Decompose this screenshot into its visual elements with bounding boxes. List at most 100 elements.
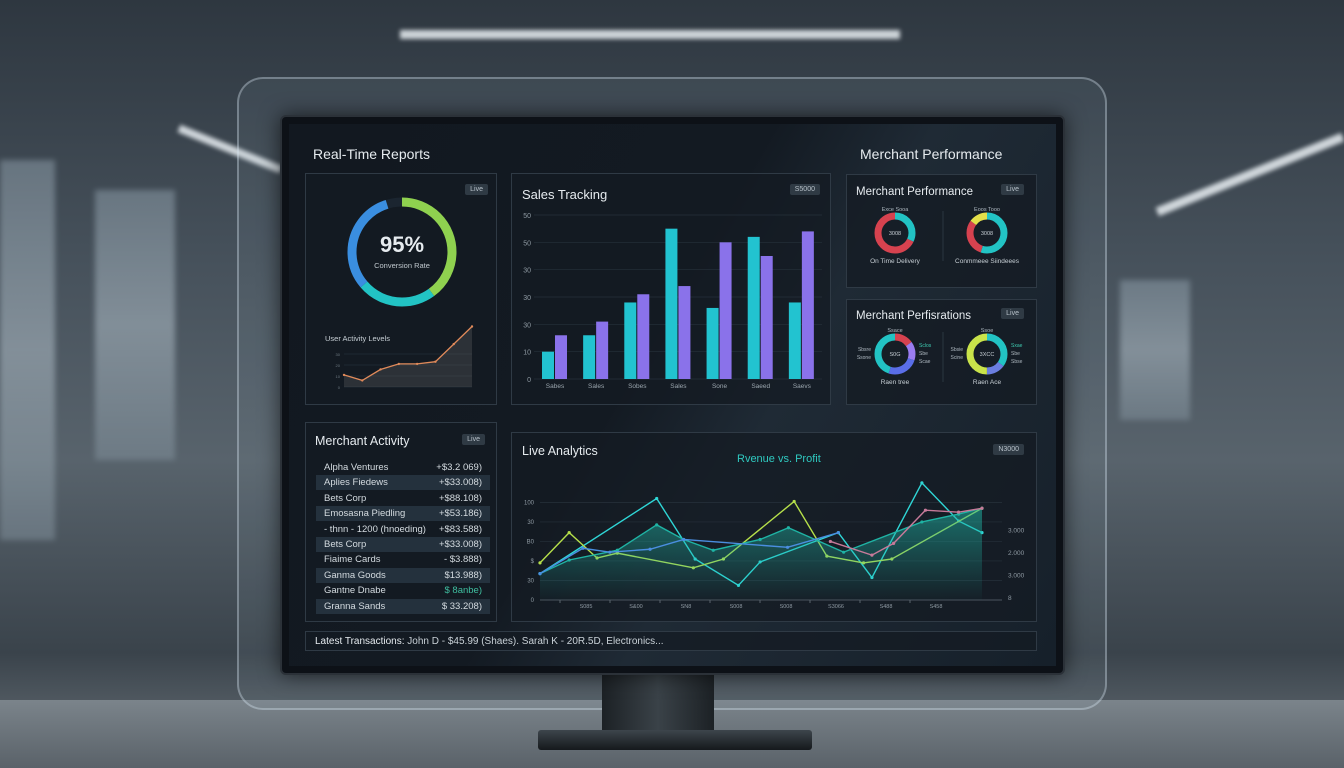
series-point xyxy=(892,541,896,545)
donut-segment xyxy=(966,212,1008,254)
merchant-name: Bets Corp xyxy=(324,539,367,550)
merchant-name: Gantne Dnabe xyxy=(324,585,386,597)
donut-segment xyxy=(874,333,916,375)
transactions-ticker[interactable]: Latest Transactions: John D - $45.99 (Sh… xyxy=(305,631,1037,651)
activity-point xyxy=(342,373,346,377)
merchant-performance-card: Merchant Performance Live Exce Sooa 3008 O… xyxy=(846,174,1037,288)
series-point xyxy=(870,553,874,557)
merchant-amount: +$83.588) xyxy=(438,523,482,535)
divider xyxy=(942,211,943,261)
merchant-name: Ganma Goods xyxy=(324,569,386,581)
live-badge[interactable]: Live xyxy=(462,434,485,445)
card-title: Merchant Activity xyxy=(315,434,410,448)
activity-chart: 30 20 10 0 xyxy=(336,325,474,390)
merchant-row[interactable]: Fiaime Cards - $3.888) xyxy=(316,552,490,567)
donut-caption: Raen tree xyxy=(881,379,910,386)
merchant-row[interactable]: Bets Corp +$88.108) xyxy=(316,491,490,506)
x-tick-label: S488 xyxy=(880,604,893,610)
monitor-base xyxy=(538,730,812,750)
bar xyxy=(555,335,567,379)
y-tick-label: 20 xyxy=(336,363,341,368)
donut-top-label: Ssoe xyxy=(981,328,994,334)
office-window xyxy=(1120,280,1190,420)
merchant-row[interactable]: Granna Sands $ 33.208) xyxy=(316,598,490,614)
donut-chart: Ssace S0G Raen tree Sbsre Ssone Sclos Sbe Scae xyxy=(857,328,932,386)
conversion-card: Live 95% Conversion Rate User Activity L… xyxy=(305,173,497,405)
period-badge[interactable]: N3000 xyxy=(993,444,1024,455)
donut-segment xyxy=(966,333,1008,375)
sales-chart: 0 10 30 30 30 50 50 Sabes Sales Sobes Sales Sone Sae… xyxy=(523,213,822,390)
activity-point xyxy=(415,362,419,366)
bar xyxy=(706,307,719,379)
section-heading: Merchant Performance xyxy=(860,146,1003,162)
bar xyxy=(801,231,814,379)
donut-center-label: S0G xyxy=(889,352,900,358)
activity-point xyxy=(397,362,401,366)
activity-point xyxy=(379,368,382,371)
merchant-amount: +$33.008) xyxy=(438,539,482,550)
donut-chart: Exce Sooa 3008 On Time Delivery xyxy=(870,207,921,265)
series-point xyxy=(842,550,846,554)
merchant-row[interactable]: Bets Corp +$33.008) xyxy=(316,537,490,552)
x-tick-label: S008 xyxy=(730,604,743,610)
card-title: Merchant Perfisrations xyxy=(856,310,972,322)
live-badge[interactable]: Live xyxy=(465,184,488,195)
period-badge[interactable]: S5000 xyxy=(789,184,820,195)
bar xyxy=(665,228,678,379)
donut-segment xyxy=(874,333,916,375)
merchant-name: Fiaime Cards xyxy=(324,554,381,566)
y-tick-label: 30 xyxy=(527,578,534,584)
series-point xyxy=(608,550,612,554)
donut-legend-right: Sxae xyxy=(1011,343,1023,349)
donut-top-label: Eoos Tooo xyxy=(974,207,1000,213)
donut-segment xyxy=(347,197,457,307)
x-tick-label: Sabes xyxy=(546,383,565,390)
merchant-amount: +$88.108) xyxy=(438,492,482,504)
bar xyxy=(637,294,650,379)
live-badge[interactable]: Live xyxy=(1001,308,1024,319)
live-badge[interactable]: Live xyxy=(1001,184,1024,195)
merchant-row[interactable]: - thnn - 1200 (hnoeding) +$83.588) xyxy=(316,522,490,537)
x-tick-label: S&00 xyxy=(629,604,642,610)
x-tick-label: SN8 xyxy=(681,604,692,610)
series-point xyxy=(682,537,686,542)
bar xyxy=(788,302,801,379)
series-point xyxy=(920,520,924,524)
merchant-row[interactable]: Emosasna Piedling +$53.186) xyxy=(316,506,490,522)
merchant-name: Aplies Fiedews xyxy=(324,477,388,489)
section-heading: Real-Time Reports xyxy=(313,146,430,162)
donut-legend-left: Sbsie xyxy=(950,347,963,353)
y-tick-label: 100 xyxy=(524,500,535,506)
merchant-perfisrations-card: Merchant Perfisrations Live Ssace S0G Raen… xyxy=(846,299,1037,405)
y-tick-label: B0 xyxy=(527,539,535,545)
dashboard-screen: Real-Time Reports Merchant Performance L… xyxy=(289,124,1056,666)
series-point xyxy=(836,531,840,535)
y-tick-label: $ xyxy=(531,559,535,565)
donut-top-label: Ssace xyxy=(887,328,902,334)
y-tick-label: 0 xyxy=(527,377,531,384)
merchant-row[interactable]: Ganma Goods $13.988) xyxy=(316,567,490,583)
donut-legend-left: Ssone xyxy=(857,355,871,361)
right-tick-label: 8 xyxy=(1008,595,1012,602)
merchant-activity-card: Merchant Activity Live Alpha Ventures +$3… xyxy=(305,422,497,622)
merchant-row[interactable]: Gantne Dnabe $ 8anbe) xyxy=(316,583,490,598)
activity-title: User Activity Levels xyxy=(325,334,391,343)
donut-legend-right: Scae xyxy=(919,359,931,365)
series-line xyxy=(830,507,983,556)
y-tick-label: 50 xyxy=(523,213,531,220)
series-point xyxy=(785,545,790,549)
merchant-row[interactable]: Aplies Fiedews +$33.008) xyxy=(316,475,490,491)
y-tick-label: 10 xyxy=(523,350,531,357)
card-title: Sales Tracking xyxy=(522,187,608,202)
series-point xyxy=(538,561,542,565)
chart-title: Rvenue vs. Profit xyxy=(737,453,821,465)
live-chart: 0 30 $ B0 30 100 8 3.000 2.000 3.000 S085 S&00 SN8 S0… xyxy=(524,481,1025,610)
conversion-donut xyxy=(347,197,457,307)
activity-point xyxy=(452,342,455,346)
activity-area xyxy=(344,326,472,387)
merchant-row[interactable]: Alpha Ventures +$3.2 069) xyxy=(316,460,490,475)
x-tick-label: S458 xyxy=(930,604,943,610)
donut-caption: Conmmeee Siindeees xyxy=(955,258,1020,265)
series-point xyxy=(923,508,928,512)
y-tick-label: 30 xyxy=(523,322,531,329)
